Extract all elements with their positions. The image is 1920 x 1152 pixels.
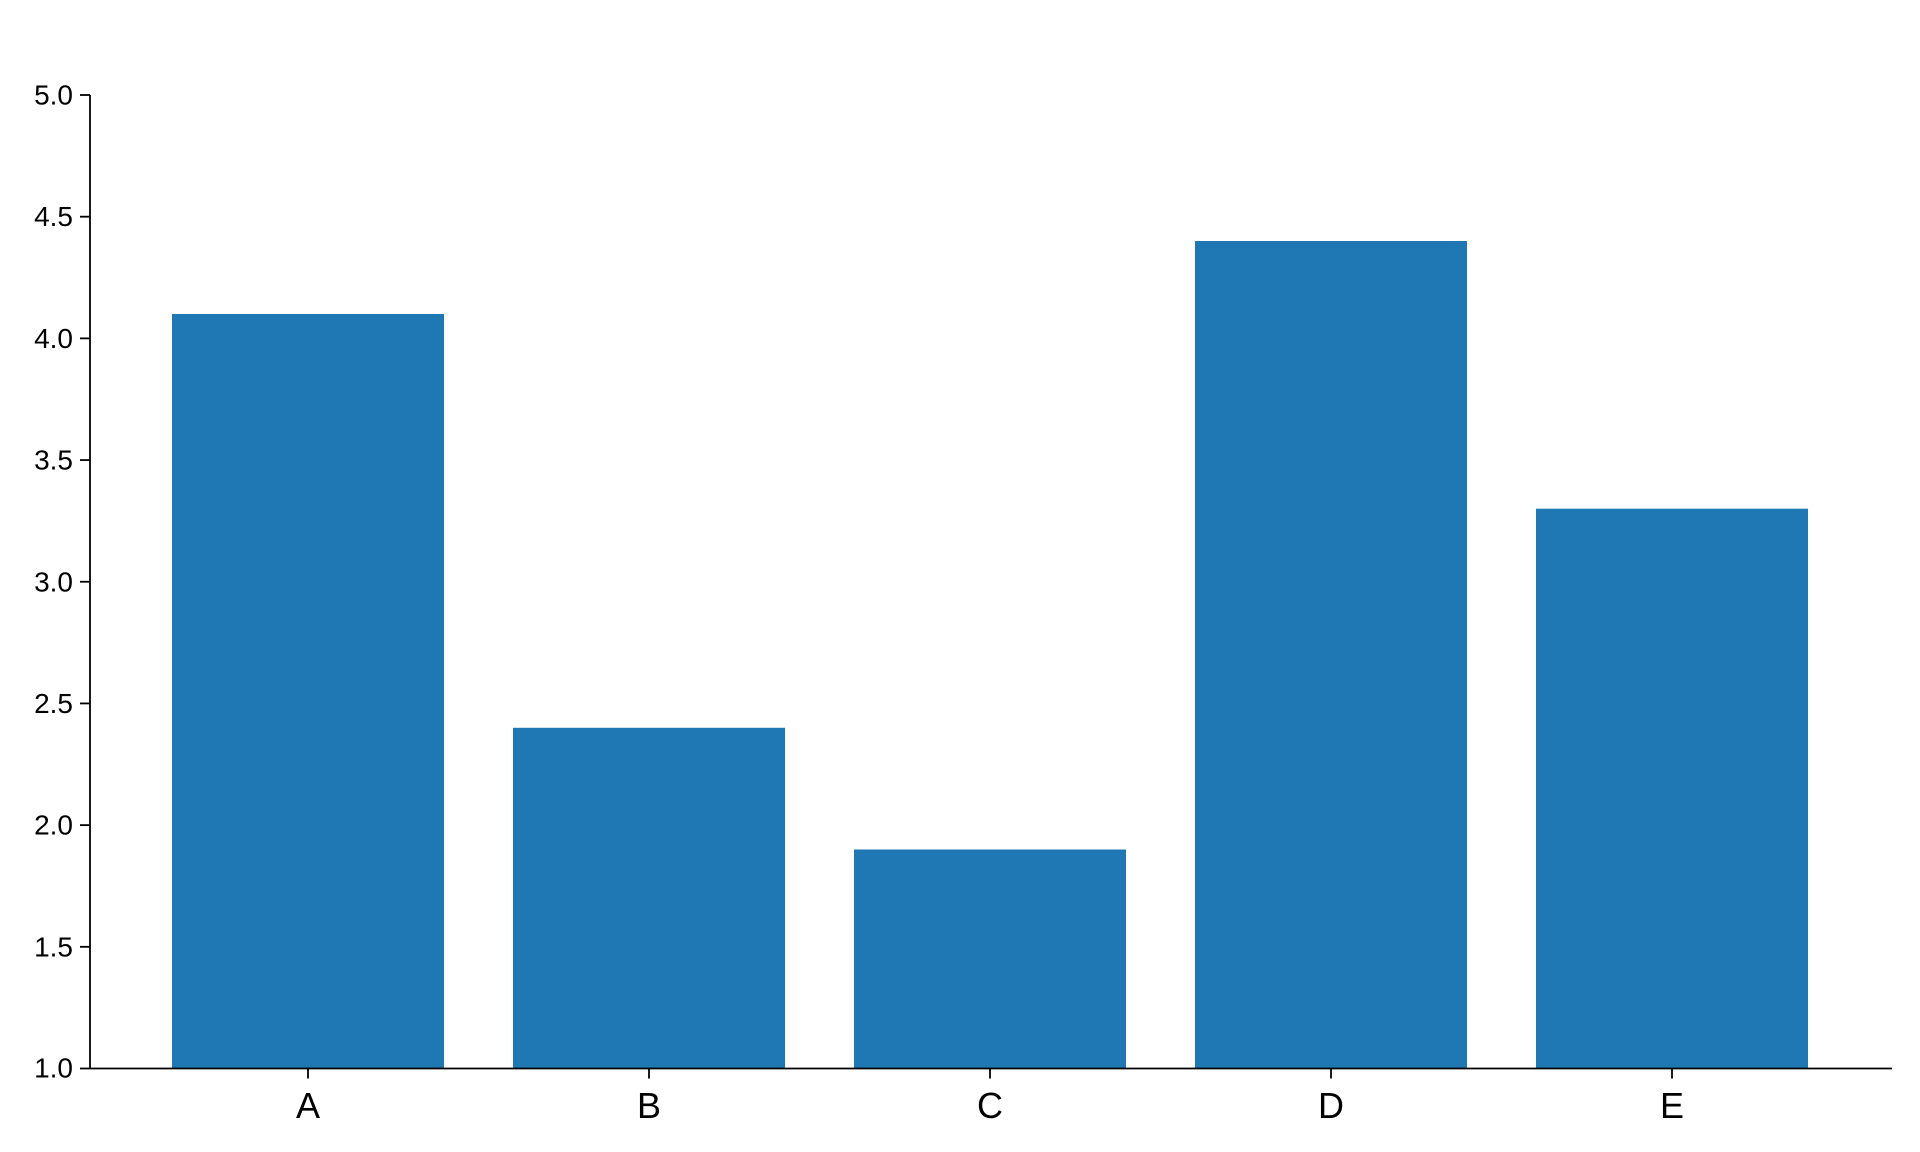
svg-text:5.0: 5.0 (34, 80, 73, 111)
svg-text:B: B (637, 1085, 661, 1126)
svg-text:4.5: 4.5 (34, 201, 73, 232)
svg-text:D: D (1318, 1085, 1344, 1126)
svg-text:A: A (296, 1085, 320, 1126)
svg-text:2.0: 2.0 (34, 810, 73, 841)
svg-text:C: C (977, 1085, 1003, 1126)
svg-text:4.0: 4.0 (34, 323, 73, 354)
svg-text:1.5: 1.5 (34, 931, 73, 962)
svg-text:E: E (1660, 1085, 1684, 1126)
svg-text:1.0: 1.0 (34, 1053, 73, 1084)
svg-text:3.5: 3.5 (34, 445, 73, 476)
svg-text:2.5: 2.5 (34, 688, 73, 719)
svg-text:3.0: 3.0 (34, 566, 73, 597)
